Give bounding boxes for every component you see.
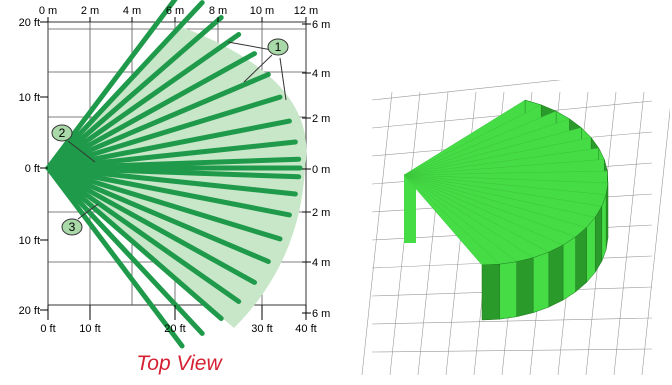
beam	[45, 165, 224, 321]
beam	[45, 139, 298, 171]
right-axis-label: 0 m	[312, 164, 330, 176]
top-axis-label: 6 m	[166, 5, 184, 17]
right-axis-label: 4 m	[312, 257, 330, 269]
left-axis-label: 10 ft	[19, 235, 40, 247]
volume-edge-slab	[532, 251, 550, 314]
right-axis-label: 6 m	[312, 308, 330, 320]
bottom-axis-label: 20 ft	[164, 323, 185, 335]
beam	[45, 165, 283, 242]
beam	[45, 94, 283, 171]
left-axis-label: 20 ft	[19, 17, 40, 29]
top-axis-label: 2 m	[81, 5, 99, 17]
bottom-axis-label: 0 ft	[40, 323, 55, 335]
left-axis-label: 20 ft	[19, 305, 40, 317]
volume-edge-slab	[562, 236, 576, 301]
top-axis-label: 10 m	[250, 5, 274, 17]
detection-volume	[403, 99, 609, 321]
right-axis-label: 4 m	[312, 68, 330, 80]
top-view-caption: Top View	[136, 352, 222, 375]
volume-edge-slab	[548, 244, 564, 308]
beam	[45, 118, 292, 171]
detection-beams	[45, 0, 303, 349]
right-axis-label: 2 m	[312, 207, 330, 219]
left-axis-label: 10 ft	[19, 92, 40, 104]
bottom-axis-label: 10 ft	[79, 323, 100, 335]
right-axis-label: 6 m	[312, 19, 330, 31]
callout-label: 1	[275, 40, 282, 54]
callout-marker	[51, 124, 73, 142]
beam	[45, 32, 242, 171]
beam	[45, 72, 271, 171]
beam	[45, 165, 242, 304]
beam	[45, 165, 271, 264]
callouts: 1 2 3	[51, 38, 289, 236]
beam	[45, 165, 292, 218]
beam	[45, 0, 205, 171]
callout-marker	[61, 218, 83, 236]
beam	[45, 15, 224, 171]
beam	[45, 0, 178, 171]
callout-label: 3	[69, 220, 76, 234]
volume-edge-slab	[481, 263, 500, 321]
volume-edge-slab	[575, 226, 587, 293]
volume-edge-slab	[586, 216, 596, 284]
volume-edge-slab	[499, 261, 517, 320]
beam	[45, 165, 257, 285]
volume-edge-slab	[605, 182, 609, 250]
beam	[45, 165, 205, 336]
top-axis-label: 0 m	[39, 5, 57, 17]
beam	[45, 165, 185, 349]
top-axis-label: 12 m	[294, 5, 318, 17]
top-axis-label: 8 m	[209, 5, 227, 17]
volume-edge-slab	[601, 194, 607, 262]
right-axis-label: 2 m	[312, 113, 330, 125]
callout-label: 2	[59, 126, 66, 140]
callout-marker	[267, 38, 289, 56]
bottom-axis-label: 40 ft	[295, 323, 316, 335]
volume-side	[404, 175, 416, 243]
beam	[45, 51, 257, 171]
left-axis-label: 0 ft	[25, 163, 40, 175]
perspective-view-diagram	[361, 80, 670, 376]
top-axis-label: 4 m	[123, 5, 141, 17]
beam	[45, 165, 302, 180]
volume-edge-slab	[594, 205, 603, 274]
volume-edge-slab	[516, 257, 534, 318]
beam	[45, 165, 298, 197]
bottom-axis-label: 30 ft	[251, 323, 272, 335]
